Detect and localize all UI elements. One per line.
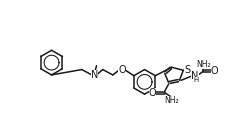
Text: O: O (148, 88, 156, 98)
Text: N: N (91, 70, 98, 80)
Text: NH₂: NH₂ (196, 60, 211, 69)
Text: N: N (191, 71, 199, 81)
Text: S: S (184, 65, 190, 75)
Text: NH₂: NH₂ (164, 96, 179, 105)
Text: O: O (211, 66, 218, 76)
Text: O: O (118, 65, 126, 75)
Text: H: H (193, 77, 198, 83)
